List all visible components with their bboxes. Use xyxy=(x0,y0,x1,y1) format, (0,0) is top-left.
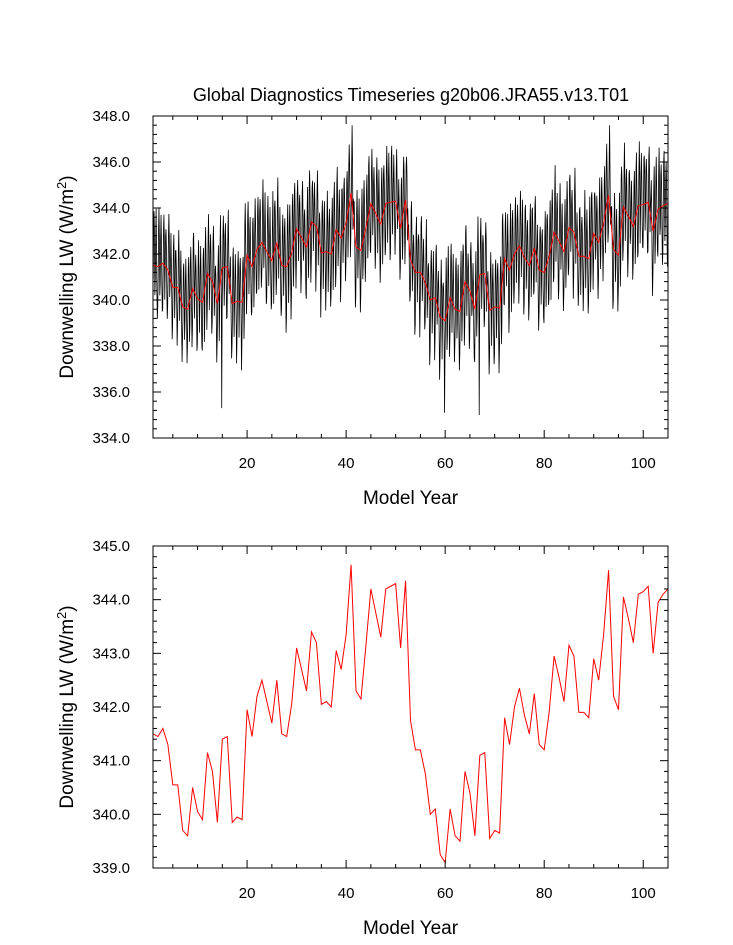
bottom-series-layer xyxy=(152,564,669,865)
top-y-tick-label: 340.0 xyxy=(92,292,130,309)
bottom-y-tick-label: 341.0 xyxy=(92,753,130,770)
top-x-tick-label: 40 xyxy=(338,455,355,472)
bottom-y-tick-label: 340.0 xyxy=(92,806,130,823)
bottom-x-tick-label: 80 xyxy=(536,885,553,902)
bottom-panel: 20 40 60 80 100 339.0 340.0 341.0 342.0 343.0 344.… xyxy=(54,538,669,939)
bottom-x-tick-label: 60 xyxy=(437,885,454,902)
top-x-tick-label: 20 xyxy=(239,455,256,472)
top-x-tick-label: 60 xyxy=(437,455,454,472)
bottom-y-tick-label: 342.0 xyxy=(92,699,130,716)
bottom-y-tick-label: 339.0 xyxy=(92,860,130,877)
top-series-layer xyxy=(152,125,669,416)
top-y-tick-label: 348.0 xyxy=(92,108,130,125)
bottom-y-axis-title: Downwelling LW (W/m2) xyxy=(54,605,78,808)
bottom-ticks-layer: 20 40 60 80 100 339.0 340.0 341.0 342.0 343.0 344.… xyxy=(92,538,669,902)
bottom-x-tick-label: 20 xyxy=(239,885,256,902)
top-ticks-layer: 20 40 60 80 100 334.0 336.0 338.0 340.0 342.0 344.… xyxy=(92,108,669,472)
top-y-tick-label: 338.0 xyxy=(92,338,130,355)
top-plot-frame xyxy=(152,115,669,439)
top-x-axis-title: Model Year xyxy=(363,488,459,509)
top-annual-series-line xyxy=(152,192,669,322)
top-y-tick-label: 334.0 xyxy=(92,430,130,447)
top-x-tick-label: 80 xyxy=(536,455,553,472)
bottom-annual-series-line xyxy=(152,564,669,865)
chart-title: Global Diagnostics Timeseries g20b06.JRA… xyxy=(193,85,629,105)
bottom-x-tick-label: 40 xyxy=(338,885,355,902)
top-x-tick-label: 100 xyxy=(631,455,656,472)
top-y-tick-label: 346.0 xyxy=(92,154,130,171)
top-y-tick-label: 344.0 xyxy=(92,200,130,217)
top-y-tick-label: 342.0 xyxy=(92,246,130,263)
bottom-y-tick-label: 344.0 xyxy=(92,592,130,609)
top-y-tick-label: 336.0 xyxy=(92,384,130,401)
top-panel: 20 40 60 80 100 334.0 336.0 338.0 340.0 342.0 344.… xyxy=(54,108,669,509)
top-monthly-series-line xyxy=(152,125,669,416)
bottom-x-tick-label: 100 xyxy=(631,885,656,902)
bottom-x-axis-title: Model Year xyxy=(363,918,459,939)
bottom-y-tick-label: 343.0 xyxy=(92,645,130,662)
top-y-axis-title: Downwelling LW (W/m2) xyxy=(54,175,78,378)
bottom-y-tick-label: 345.0 xyxy=(92,538,130,555)
